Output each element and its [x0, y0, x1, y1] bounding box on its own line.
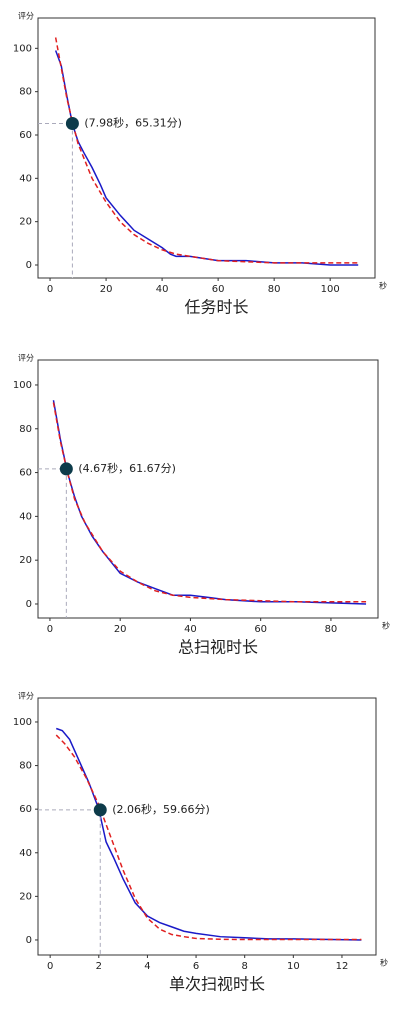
- annotation-label: (2.06秒，59.66分): [112, 802, 210, 816]
- data-line: [52, 400, 367, 605]
- plot-frame: [37, 359, 379, 619]
- x-tick-label: 2: [96, 961, 102, 972]
- fitted-line: [55, 734, 362, 941]
- data-line: [55, 727, 362, 941]
- x-axis-label: 秒: [379, 281, 387, 291]
- y-tick-label: 60: [19, 468, 32, 479]
- x-tick-label: 6: [193, 961, 199, 972]
- chart-title: 任务时长: [184, 298, 248, 317]
- y-axis-label: 评分: [18, 354, 34, 363]
- x-tick-label: 100: [321, 284, 340, 295]
- y-tick-label: 40: [19, 173, 32, 184]
- x-tick-label: 40: [156, 284, 169, 295]
- y-tick-label: 60: [19, 130, 32, 141]
- key-point: [65, 116, 79, 130]
- x-tick-label: 8: [242, 961, 248, 972]
- y-axis-label: 评分: [18, 12, 34, 21]
- y-tick-label: 100: [13, 717, 32, 728]
- key-point: [93, 803, 107, 817]
- y-tick-label: 80: [19, 424, 32, 435]
- y-tick-label: 0: [26, 260, 32, 271]
- y-tick-label: 0: [26, 935, 32, 946]
- x-tick-label: 20: [114, 624, 127, 635]
- chart-title: 总扫视时长: [178, 638, 258, 657]
- y-tick-label: 0: [26, 599, 32, 610]
- plot-frame: [37, 17, 376, 279]
- x-tick-label: 80: [325, 624, 338, 635]
- key-point: [59, 462, 73, 476]
- fitted-line: [52, 402, 367, 603]
- y-tick-label: 20: [19, 891, 32, 902]
- annotation-label: (7.98秒，65.31分): [84, 115, 182, 129]
- x-tick-label: 60: [212, 284, 225, 295]
- x-tick-label: 0: [47, 624, 53, 635]
- x-tick-label: 80: [268, 284, 281, 295]
- x-tick-label: 12: [336, 961, 349, 972]
- x-tick-label: 0: [47, 284, 53, 295]
- y-tick-label: 80: [19, 761, 32, 772]
- y-tick-label: 100: [13, 43, 32, 54]
- y-tick-label: 40: [19, 511, 32, 522]
- y-tick-label: 20: [19, 555, 32, 566]
- y-tick-label: 40: [19, 848, 32, 859]
- x-tick-label: 4: [144, 961, 150, 972]
- plot-frame: [37, 697, 377, 956]
- annotation-label: (4.67秒，61.67分): [78, 461, 176, 475]
- x-tick-label: 60: [254, 624, 267, 635]
- x-axis-label: 秒: [380, 958, 388, 968]
- x-tick-label: 10: [287, 961, 300, 972]
- chart-title: 单次扫视时长: [169, 975, 265, 994]
- x-tick-label: 20: [100, 284, 113, 295]
- y-tick-label: 80: [19, 87, 32, 98]
- fitted-line: [54, 37, 359, 264]
- y-tick-label: 100: [13, 380, 32, 391]
- data-line: [54, 50, 359, 266]
- x-tick-label: 0: [47, 961, 53, 972]
- y-axis-label: 评分: [18, 692, 34, 701]
- y-tick-label: 60: [19, 804, 32, 815]
- x-axis-label: 秒: [382, 621, 390, 631]
- y-tick-label: 20: [19, 217, 32, 228]
- x-tick-label: 40: [184, 624, 197, 635]
